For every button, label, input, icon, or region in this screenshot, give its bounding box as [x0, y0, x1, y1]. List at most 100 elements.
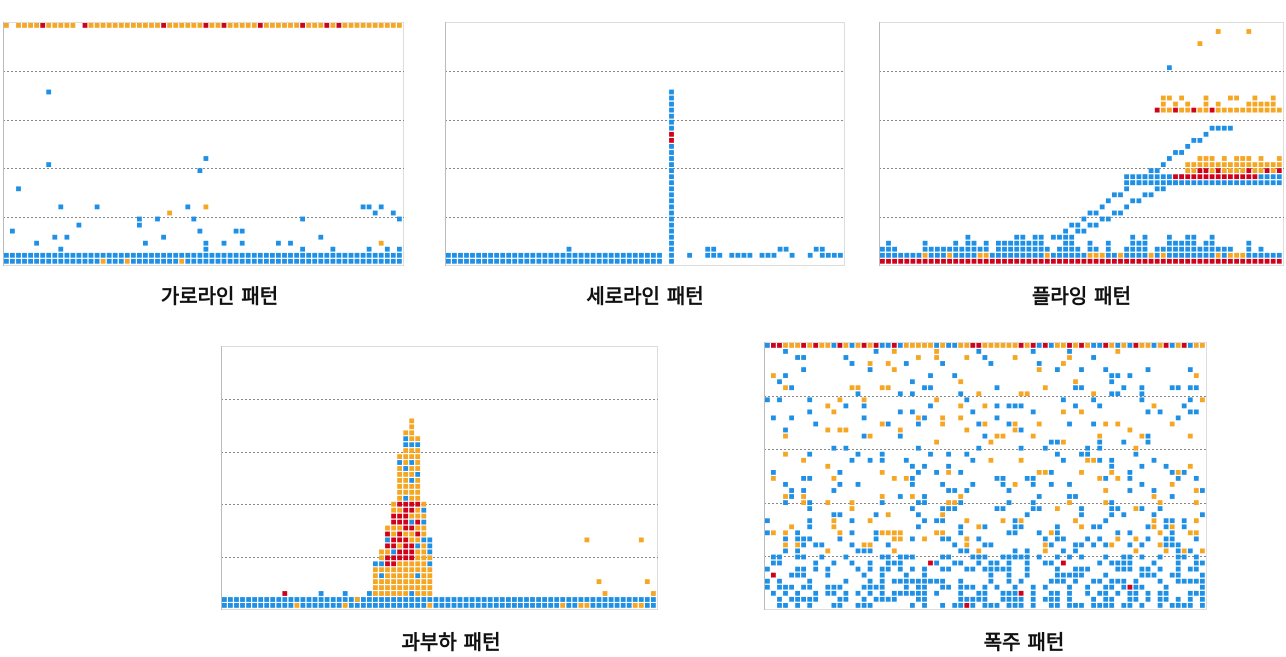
data-point — [52, 234, 58, 240]
data-point — [270, 23, 275, 28]
data-point — [1197, 41, 1203, 46]
data-point — [1093, 222, 1099, 228]
data-point — [1087, 210, 1093, 216]
data-point — [1142, 252, 1148, 258]
data-point — [886, 252, 891, 258]
data-point — [1067, 584, 1072, 590]
data-point — [409, 525, 415, 531]
data-point — [1209, 174, 1215, 180]
data-point — [1148, 258, 1154, 264]
data-point — [801, 367, 806, 372]
data-point — [276, 252, 281, 258]
data-point — [403, 448, 409, 453]
data-point — [976, 536, 982, 542]
data-point — [903, 476, 909, 481]
data-point — [240, 597, 245, 602]
data-point — [1193, 536, 1199, 542]
data-point — [124, 258, 130, 264]
data-point — [1270, 180, 1276, 186]
data-point — [1018, 427, 1024, 433]
data-point — [1187, 530, 1193, 536]
data-point — [795, 572, 800, 578]
data-point — [1024, 391, 1030, 397]
data-point — [366, 252, 372, 258]
data-point — [118, 252, 124, 258]
data-point — [1145, 536, 1151, 542]
data-point — [934, 343, 939, 348]
data-point — [1008, 258, 1013, 264]
data-point — [1228, 258, 1233, 264]
data-point — [837, 427, 843, 433]
data-point — [1167, 156, 1172, 161]
data-point — [1136, 180, 1142, 186]
data-point — [1063, 258, 1068, 264]
data-point — [1181, 578, 1187, 584]
data-point — [831, 512, 837, 518]
data-point — [227, 258, 233, 264]
data-point — [964, 584, 970, 590]
data-point — [572, 258, 578, 264]
data-point — [1079, 554, 1084, 560]
data-point — [1020, 246, 1026, 252]
data-point — [1103, 421, 1109, 427]
data-point — [143, 252, 148, 258]
data-point — [391, 519, 396, 525]
data-point — [1193, 566, 1199, 572]
data-point — [1067, 421, 1072, 427]
data-point — [885, 512, 891, 518]
data-point — [409, 472, 415, 477]
data-point — [421, 561, 427, 567]
data-point — [342, 591, 348, 596]
data-point — [173, 23, 179, 28]
data-point — [916, 415, 921, 421]
data-point — [584, 252, 590, 258]
data-point — [1148, 168, 1154, 173]
data-point — [1246, 156, 1252, 161]
data-point — [1193, 373, 1199, 378]
data-point — [837, 596, 843, 602]
data-point — [354, 258, 360, 264]
data-point — [970, 482, 976, 487]
data-point — [1175, 343, 1181, 348]
data-point — [524, 252, 530, 258]
data-point — [379, 567, 384, 573]
data-point — [1163, 548, 1169, 554]
data-point — [1215, 101, 1221, 107]
data-point — [988, 572, 994, 578]
data-point — [336, 258, 342, 264]
data-point — [1163, 536, 1169, 542]
data-point — [403, 454, 409, 459]
data-point — [903, 554, 909, 560]
data-point — [1048, 542, 1054, 548]
data-point — [964, 603, 970, 608]
data-point — [288, 240, 293, 246]
data-point — [276, 597, 282, 602]
data-point — [421, 549, 427, 555]
data-point — [4, 23, 9, 28]
data-point — [1191, 162, 1197, 167]
data-point — [1167, 174, 1172, 180]
data-point — [1051, 252, 1056, 258]
data-point — [639, 252, 644, 258]
data-point — [409, 448, 415, 453]
data-point — [1270, 168, 1276, 173]
data-point — [1038, 246, 1044, 252]
data-point — [1133, 536, 1139, 542]
data-point — [28, 258, 33, 264]
data-point — [1193, 530, 1199, 536]
data-point — [994, 566, 1000, 572]
data-point — [1026, 258, 1032, 264]
data-point — [1200, 603, 1205, 608]
data-point — [131, 23, 136, 28]
data-point — [1087, 258, 1093, 264]
data-point — [1048, 603, 1054, 608]
data-point — [1154, 107, 1160, 113]
data-point — [783, 500, 788, 505]
data-point — [651, 258, 656, 264]
data-point — [1221, 168, 1227, 173]
data-point — [1163, 596, 1169, 602]
data-point — [239, 258, 245, 264]
data-point — [233, 23, 239, 28]
data-point — [765, 584, 770, 590]
data-point — [397, 573, 402, 579]
